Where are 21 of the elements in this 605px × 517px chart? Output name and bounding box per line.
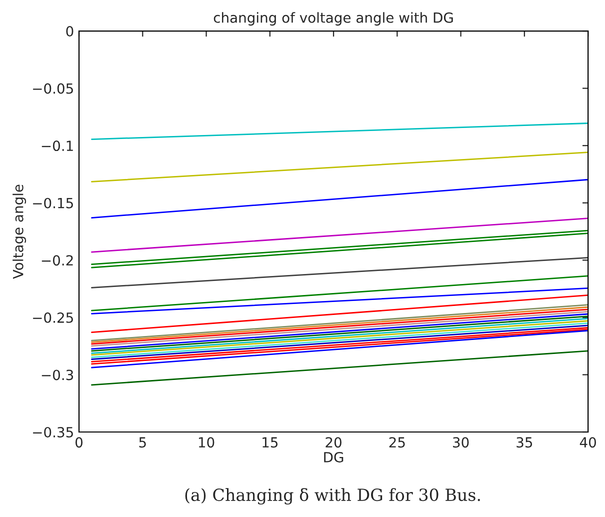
- x-tick-label: 40: [580, 437, 596, 448]
- y-tick-label: −0.25: [33, 312, 73, 323]
- text: (a) Changing δ with DG for 30 Bus.: [185, 488, 480, 505]
- x-tick-label: 25: [389, 437, 405, 448]
- y-tick-label: −0.3: [42, 370, 74, 380]
- y-tick-label: −0.05: [33, 83, 73, 94]
- x-tick-label: 35: [516, 437, 532, 448]
- x-axis-title: DG: [324, 452, 344, 462]
- x-tick-label: 15: [262, 437, 278, 448]
- y-tick-label: −0.2: [42, 255, 73, 266]
- x-tick-label: 0: [76, 437, 83, 448]
- x-tick-label: 20: [326, 437, 342, 448]
- x-tick-label: 30: [453, 437, 469, 448]
- x-tick-label: 5: [139, 437, 146, 448]
- y-tick-label: −0.15: [33, 198, 73, 208]
- x-tick-label: 10: [198, 437, 214, 448]
- y-tick-label: −0.1: [42, 140, 73, 152]
- y-tick-label: 0: [66, 26, 74, 36]
- y-axis-title: Voltage angle: [12, 184, 26, 279]
- y-tick-label: −0.35: [33, 426, 73, 438]
- chart-title: changing of voltage angle with DG: [214, 12, 453, 26]
